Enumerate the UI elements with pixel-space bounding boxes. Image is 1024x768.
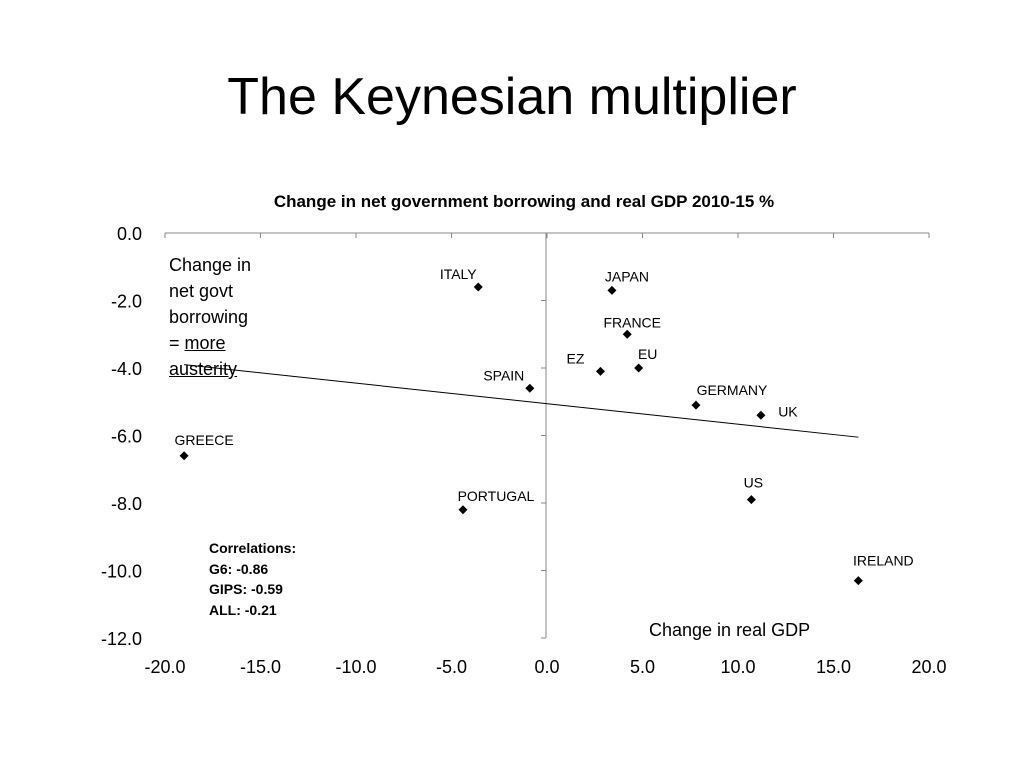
tick-labels: 0.0 -2.0 -4.0 -6.0 -8.0 -10.0 -12.0-20.0 -15.0 -… — [101, 224, 947, 677]
trendline — [184, 364, 859, 438]
data-point — [853, 576, 863, 586]
data-label: GERMANY — [697, 382, 768, 398]
y-tick-label: -4.0 — [111, 359, 142, 379]
correlation-item: G6: -0.86 — [209, 560, 269, 577]
x-tick-label: 5.0 — [630, 657, 655, 677]
data-label: US — [744, 475, 763, 491]
data-point — [595, 366, 605, 376]
y-axis-label-last: austerity — [169, 359, 238, 379]
data-label: GREECE — [175, 432, 234, 448]
trendline-group — [184, 364, 859, 438]
data-point — [756, 410, 766, 420]
y-tick-label: 0.0 — [117, 224, 142, 244]
x-tick-label: -20.0 — [144, 657, 185, 677]
y-axis-label: Change in net govt borrowing = more aust… — [169, 252, 251, 382]
x-tick-label: -15.0 — [240, 657, 281, 677]
data-label: IRELAND — [853, 553, 914, 569]
y-axis-label-line: Change in — [169, 255, 252, 275]
correlations-box: Correlations: G6: -0.86 GIPS: -0.59 ALL:… — [209, 538, 296, 620]
data-label: ITALY — [440, 266, 477, 282]
y-axis-label-line: = more — [169, 330, 251, 356]
data-point — [622, 329, 632, 339]
data-label: SPAIN — [483, 367, 524, 383]
y-axis-label-line: net govt — [169, 281, 234, 301]
data-label: PORTUGAL — [458, 488, 535, 504]
x-tick-label: 0.0 — [534, 657, 559, 677]
data-point — [691, 400, 701, 410]
y-axis-label-line: austerity — [169, 356, 251, 382]
data-point — [634, 363, 644, 373]
correlation-item: GIPS: -0.59 — [209, 581, 283, 597]
correlation-item: ALL: -0.21 — [209, 601, 277, 618]
data-point — [525, 383, 535, 393]
y-axis-label-prefix: = — [169, 333, 185, 353]
x-axis-label: Change in real GDP — [649, 620, 811, 640]
y-tick-label: -10.0 — [101, 562, 142, 582]
y-axis-label-line: borrowing — [169, 307, 249, 327]
data-point — [179, 451, 189, 461]
y-tick-label: -12.0 — [101, 629, 142, 649]
x-tick-label: 15.0 — [816, 657, 851, 677]
data-label: EZ — [567, 350, 585, 366]
data-point — [746, 495, 756, 505]
x-tick-label: 20.0 — [911, 657, 946, 677]
y-axis-label-emphasis: more — [184, 333, 226, 353]
x-tick-label: -10.0 — [335, 657, 376, 677]
data-point — [607, 285, 617, 295]
x-tick-label: -5.0 — [436, 657, 467, 677]
data-label: EU — [638, 346, 657, 362]
y-tick-label: -2.0 — [111, 292, 142, 312]
data-label: JAPAN — [605, 268, 649, 284]
slide-title: The Keynesian multiplier — [227, 68, 797, 126]
data-point — [473, 282, 483, 292]
correlations-heading: Correlations: — [209, 540, 297, 556]
y-tick-label: -6.0 — [111, 427, 142, 447]
chart-title: Change in net government borrowing and r… — [274, 192, 774, 211]
y-tick-label: -8.0 — [111, 494, 142, 514]
axes — [164, 232, 930, 639]
data-point — [458, 505, 468, 515]
data-label: UK — [778, 403, 798, 419]
data-points: ITALY JAPAN FRANCE EU EZ SPAIN GERMANY UK GREECE… — [175, 266, 914, 586]
data-label: FRANCE — [603, 314, 661, 330]
x-tick-label: 10.0 — [720, 657, 755, 677]
